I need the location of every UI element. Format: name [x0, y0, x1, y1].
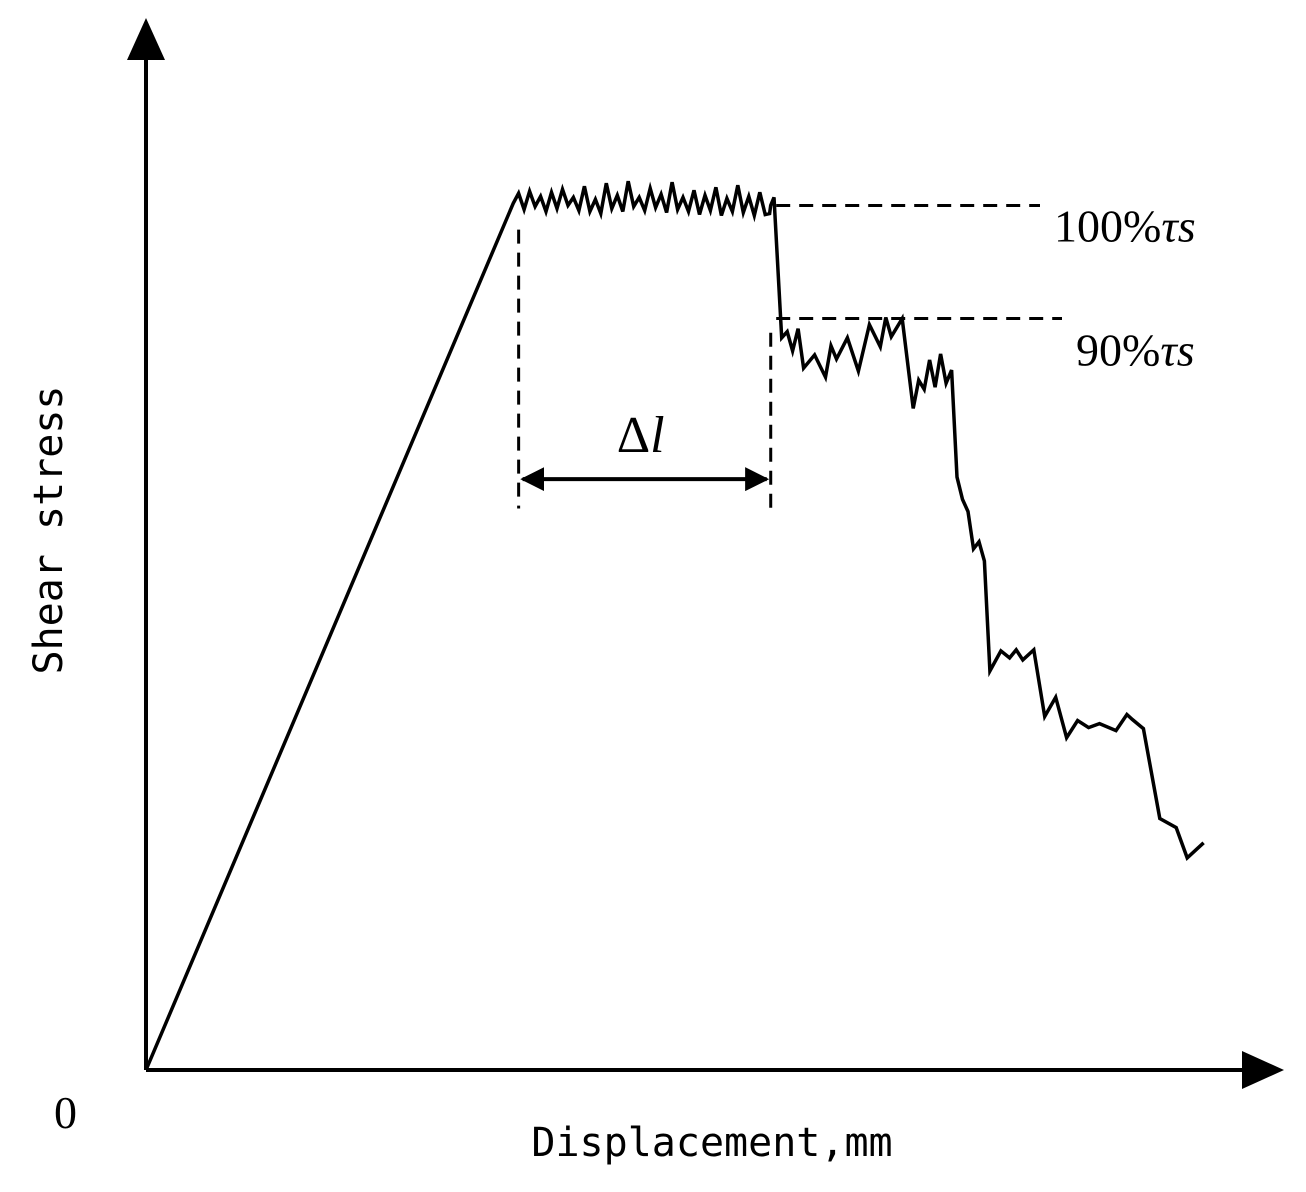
y-axis-label: Shear stress: [26, 386, 72, 675]
annotation-100-percent-text: 100%: [1054, 200, 1161, 251]
annotation-90-percent-text: 90%: [1076, 325, 1160, 376]
annotation-90-percent: 90%τs: [1076, 325, 1195, 376]
annotation-delta-symbol: Δ: [617, 407, 650, 464]
annotation-100-percent-symbol: τs: [1161, 200, 1195, 251]
annotation-90-percent-symbol: τs: [1160, 325, 1194, 376]
origin-label: 0: [54, 1087, 77, 1138]
annotation-l-symbol: l: [650, 407, 664, 464]
annotation-delta-l: Δl: [617, 407, 665, 464]
x-axis-arrow-icon: [1242, 1051, 1284, 1089]
x-axis-label: Displacement,mm: [531, 1120, 892, 1166]
y-axis-arrow-icon: [127, 18, 165, 60]
annotation-100-percent: 100%τs: [1054, 200, 1196, 251]
stress-curve: [144, 180, 1205, 1071]
guide-lines: [517, 203, 1062, 509]
